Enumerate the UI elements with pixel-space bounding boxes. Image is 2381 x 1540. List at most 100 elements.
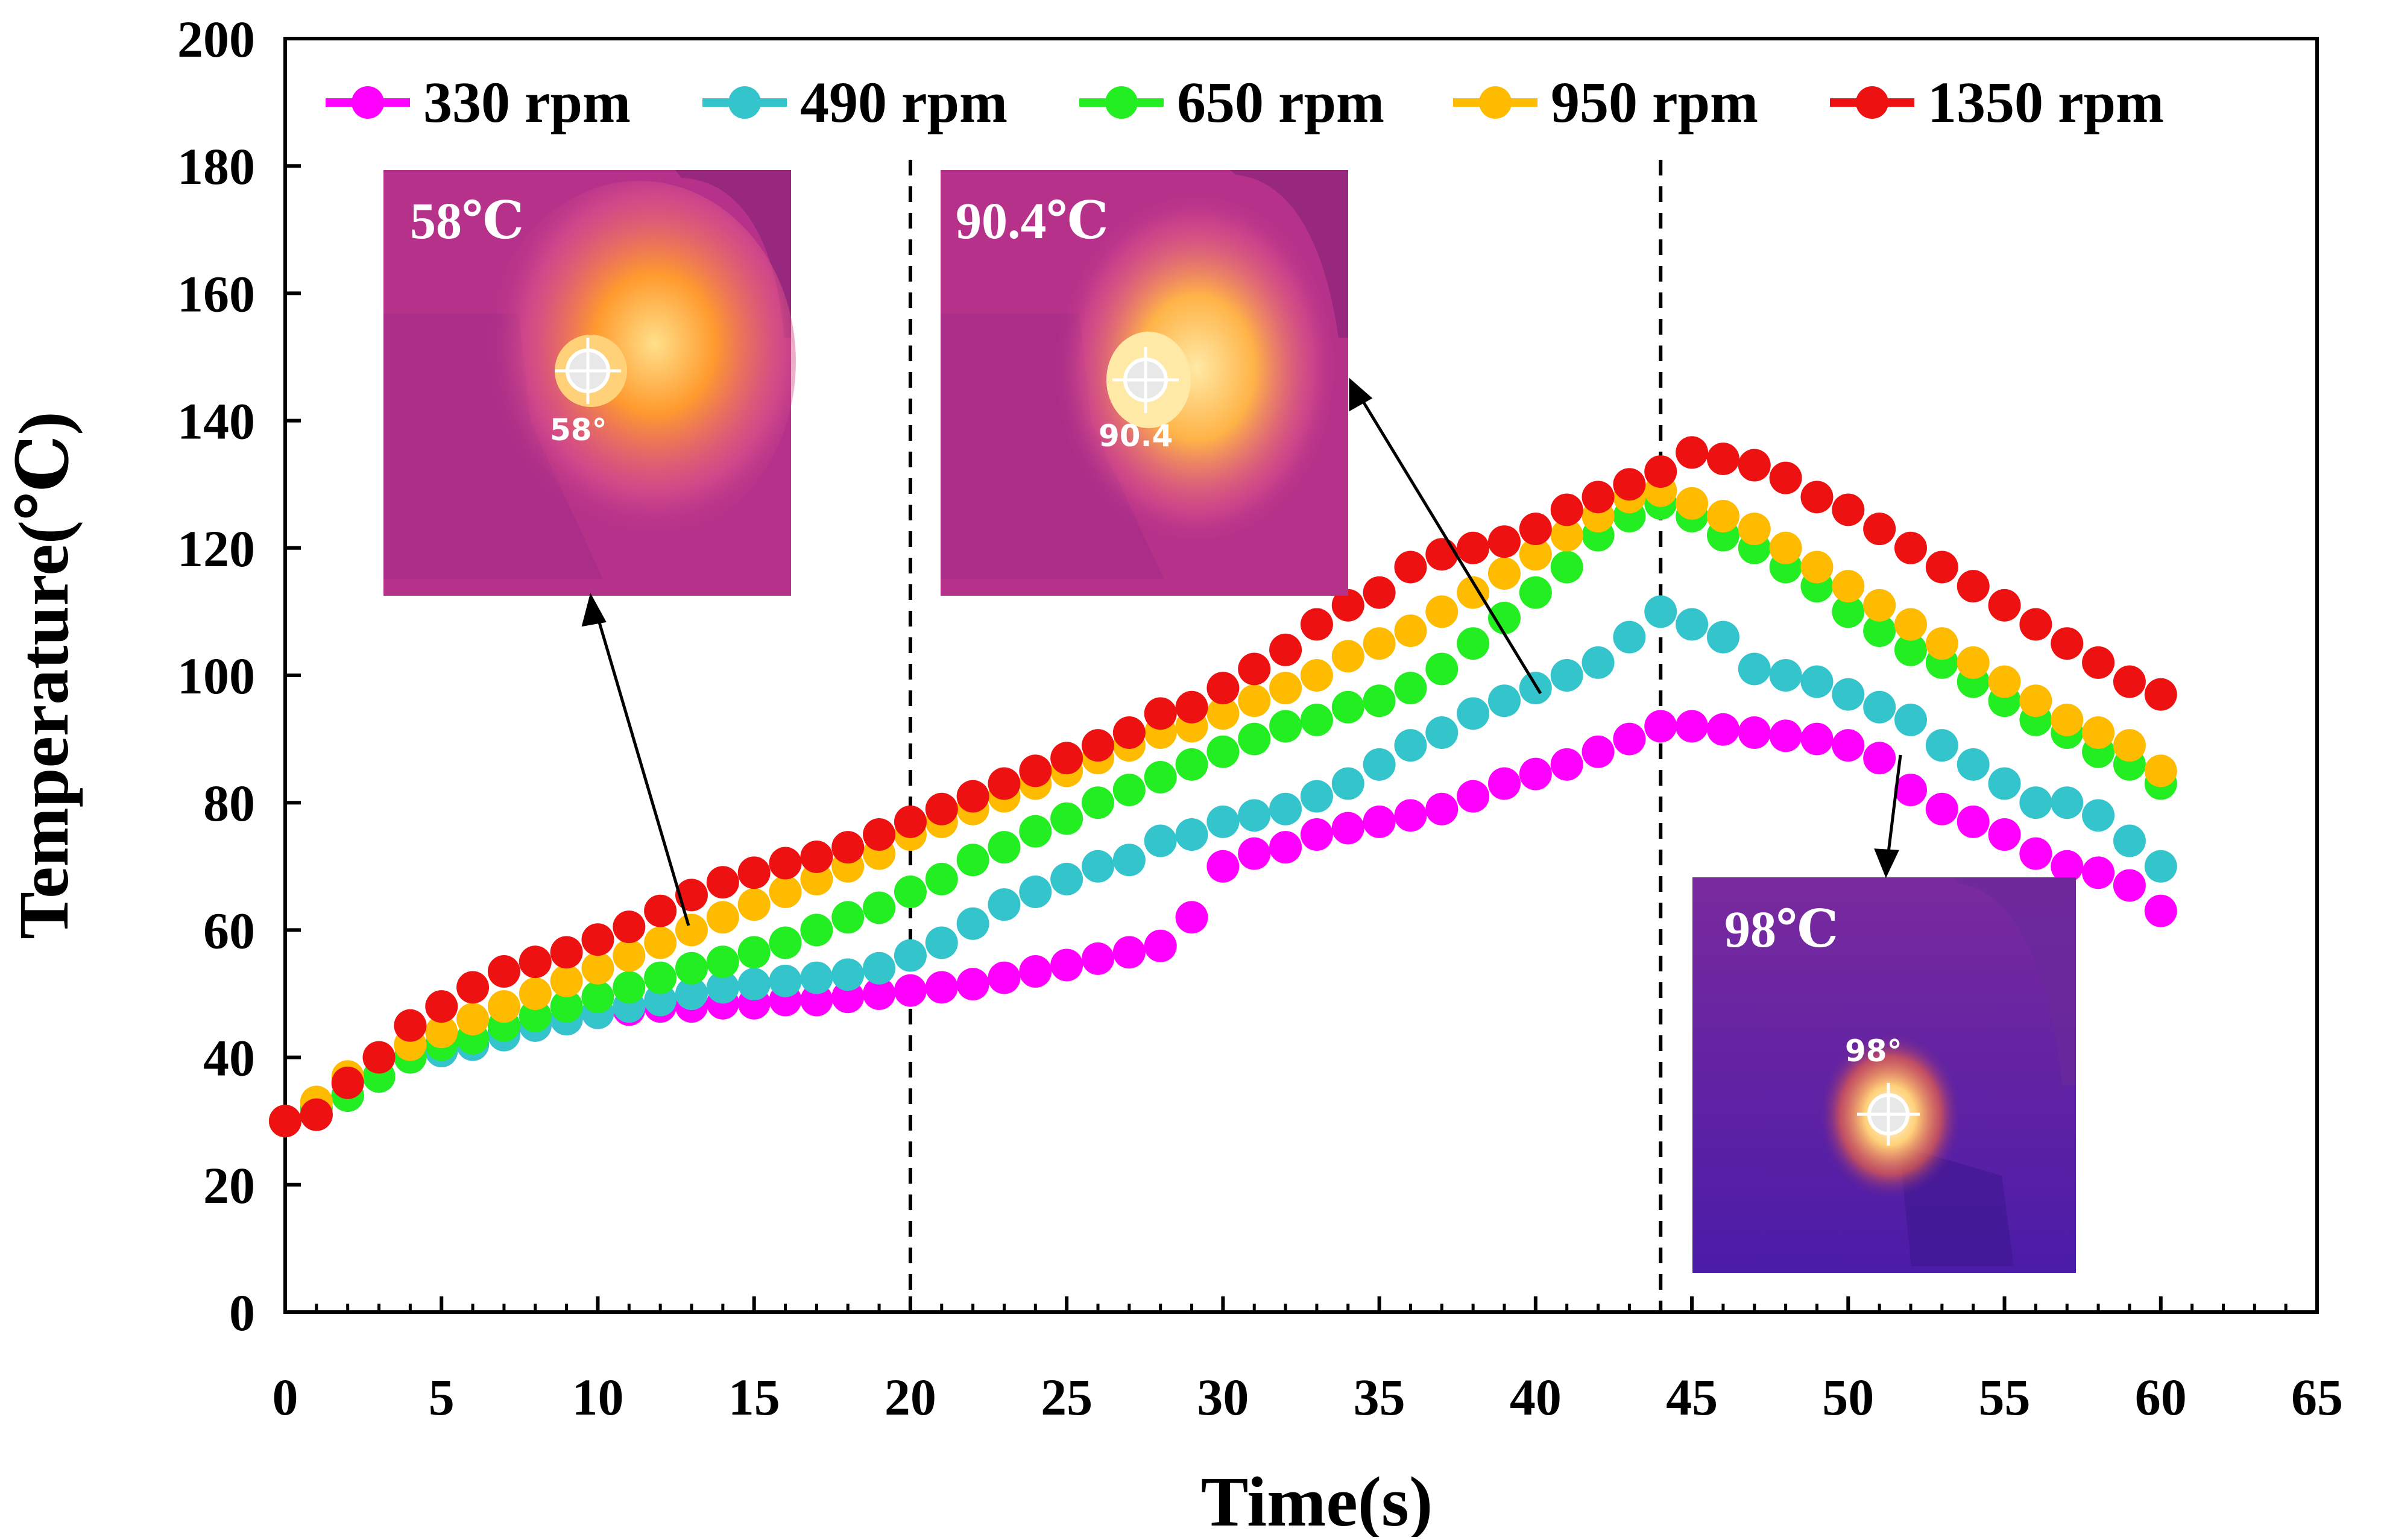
data-point — [456, 971, 490, 1004]
data-point — [1644, 595, 1677, 628]
data-point — [550, 936, 583, 969]
data-point — [1988, 818, 2021, 851]
data-point — [1112, 774, 1146, 807]
data-point — [1425, 595, 1459, 628]
data-point — [2113, 824, 2146, 857]
y-tick-label: 20 — [203, 1157, 255, 1214]
data-point — [613, 910, 646, 944]
data-point — [1394, 614, 1427, 648]
data-point — [519, 999, 552, 1032]
data-point — [988, 767, 1021, 800]
data-point — [2113, 869, 2146, 902]
data-point — [675, 951, 708, 985]
data-point — [1206, 850, 1240, 883]
data-point — [1331, 589, 1364, 622]
data-point — [706, 971, 739, 1004]
data-point — [1300, 608, 1333, 641]
data-point — [2019, 837, 2052, 870]
y-tick-label: 60 — [203, 901, 255, 959]
inset-2-caption: 98℃ — [1724, 900, 1838, 958]
data-point — [1238, 837, 1271, 870]
data-point — [1957, 748, 1990, 781]
data-point — [1550, 551, 1583, 584]
data-point — [675, 914, 708, 947]
data-point — [1488, 767, 1521, 800]
data-point — [1769, 719, 1802, 753]
data-point — [1238, 652, 1271, 686]
data-point — [1800, 481, 1834, 514]
x-tick-label: 20 — [885, 1368, 936, 1426]
y-tick-label: 120 — [177, 520, 255, 578]
data-point — [894, 876, 927, 909]
data-point — [737, 888, 771, 921]
data-point — [1957, 646, 1990, 679]
data-point — [1738, 513, 1771, 546]
arrow-inset-0 — [593, 605, 690, 926]
data-point — [1863, 513, 1896, 546]
data-point — [2019, 786, 2052, 819]
data-point — [769, 964, 802, 997]
y-tick-label: 160 — [177, 265, 255, 323]
data-point — [1706, 713, 1739, 746]
data-point — [644, 894, 677, 927]
series-330-rpm — [269, 710, 2177, 1138]
y-tick-label: 200 — [177, 10, 255, 68]
data-point — [1331, 812, 1364, 845]
data-point — [1425, 792, 1459, 825]
data-point — [1019, 955, 1052, 988]
data-point — [1175, 690, 1208, 724]
legend-swatch-marker — [728, 86, 761, 119]
data-point — [1082, 850, 1114, 883]
y-axis-label: Temperature(℃) — [4, 411, 83, 939]
data-point — [1269, 633, 1302, 666]
data-point — [2082, 856, 2115, 889]
data-point — [925, 926, 958, 959]
data-point — [1238, 799, 1271, 832]
data-point — [1800, 665, 1834, 698]
data-point — [1300, 659, 1333, 692]
data-point — [1112, 936, 1146, 969]
data-point — [1800, 722, 1834, 756]
x-tick-label: 5 — [429, 1368, 455, 1426]
data-point — [269, 1105, 301, 1138]
data-point — [1706, 442, 1739, 475]
data-point — [1050, 948, 1083, 982]
axes-group: 0 5 10 15 20 25 30 35 40 45 50 55 60 65 0 20 40 60 80 100 12… — [177, 10, 2343, 1426]
x-tick-label: 10 — [572, 1368, 623, 1426]
x-axis-label: Time(s) — [1201, 1462, 1433, 1537]
x-tick-label: 50 — [1822, 1368, 1874, 1426]
data-point — [956, 844, 989, 877]
y-tick-label: 140 — [177, 393, 255, 450]
data-point — [1300, 818, 1333, 851]
data-point — [800, 862, 833, 895]
data-point — [1550, 519, 1583, 552]
data-point — [1175, 901, 1208, 934]
data-point — [2144, 754, 2177, 787]
data-point — [1050, 742, 1083, 775]
data-point — [1269, 672, 1302, 705]
data-point — [519, 945, 552, 979]
data-point — [1613, 722, 1646, 756]
data-point — [1676, 608, 1709, 641]
data-point — [1550, 493, 1583, 526]
data-point — [1676, 487, 1709, 520]
data-point — [737, 856, 771, 889]
data-point — [1832, 570, 1865, 603]
data-point — [1519, 576, 1552, 609]
data-point — [1769, 461, 1802, 494]
data-point — [1206, 697, 1240, 730]
data-point — [1144, 929, 1177, 962]
x-tick-label: 60 — [2135, 1368, 2187, 1426]
data-point — [737, 936, 771, 969]
data-point — [1019, 876, 1052, 909]
data-point — [1894, 774, 1927, 807]
data-point — [831, 958, 865, 991]
data-point — [894, 939, 927, 972]
x-tick-label: 15 — [728, 1368, 780, 1426]
data-point — [581, 923, 614, 956]
data-point — [800, 983, 833, 1017]
data-point — [894, 974, 927, 1007]
data-point — [425, 1015, 458, 1049]
arrow-inset-2 — [1885, 754, 1902, 863]
